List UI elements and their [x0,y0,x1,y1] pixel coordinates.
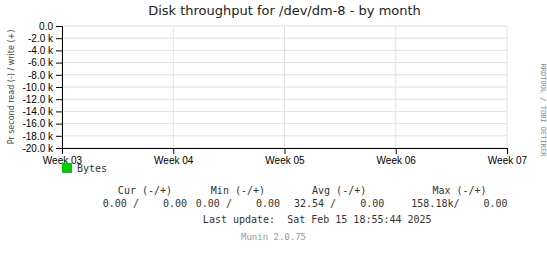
x-tick: Week 06 [377,148,417,166]
chart: Disk throughput for /dev/dm-8 - by month… [0,0,547,275]
y-tick-label: 0.0 [39,21,53,32]
grid-line-x [395,26,396,148]
grid [62,26,507,148]
y-tick-label: -20.0 k [22,143,54,154]
y-tick-mark [56,50,62,51]
y-tick: -14.0 k [22,106,62,117]
version-label: Munin 2.0.75 [241,232,306,242]
x-tick: Week 07 [488,148,528,166]
y-tick-label: -4.0 k [28,45,54,56]
footer-value: 32.54 / 0.00 [294,198,384,209]
y-axis-title: Pr second read (-) / write (+) [7,30,16,145]
y-tick-label: -12.0 k [22,94,54,105]
x-tick: Week 05 [265,148,305,166]
y-tick: -10.0 k [22,82,62,93]
y-tick-mark [56,99,62,100]
y-tick-label: -2.0 k [28,33,54,44]
y-tick: -2.0 k [28,33,62,44]
y-axis-line [56,27,63,149]
x-tick-mark [173,148,174,154]
footer-value: 0.00 / 0.00 [103,198,187,209]
last-update: Last update: Sat Feb 15 18:55:44 2025 [203,214,432,225]
footer-value: 158.18k/ 0.00 [411,198,507,209]
x-axis-line [63,149,508,155]
y-tick-mark [56,124,62,125]
y-tick-mark [56,63,62,64]
y-tick: -6.0 k [28,57,62,68]
y-tick-mark [56,26,62,27]
footer-header: Max (-/+) [432,185,486,196]
y-tick-label: -10.0 k [22,82,54,93]
footer-header: Avg (-/+) [312,185,366,196]
y-tick-mark [56,111,62,112]
title: Disk throughput for /dev/dm-8 - by month [148,3,421,18]
y-tick-mark [56,38,62,39]
y-tick: -4.0 k [28,45,62,56]
y-tick-mark [56,87,62,88]
footer: Cur (-/+) Min (-/+) Avg (-/+) Max (-/+) 0.00… [103,185,508,209]
grid-line-x [507,26,508,148]
x-tick-mark [285,148,286,154]
grid-line-x [284,26,285,148]
y-tick: -18.0 k [22,131,62,142]
y-tick-label: -16.0 k [22,118,54,129]
x-tick-mark [396,148,397,154]
y-tick-label: -18.0 k [22,131,54,142]
legend-label: Bytes [77,163,107,174]
x-tick-label: Week 04 [154,155,194,166]
legend-item: Bytes [62,163,107,174]
y-tick-label: -8.0 k [28,70,54,81]
y-tick-mark [56,148,62,149]
x-tick: Week 04 [154,148,194,166]
y-tick-label: -6.0 k [28,57,54,68]
y-axis: 0.0-2.0 k-4.0 k-6.0 k -8.0 k-10.0 k-12.0 … [22,21,62,154]
x-tick-label: Week 06 [377,155,417,166]
x-tick-label: Week 07 [488,155,528,166]
x-axis: Week 03Week 04Week 05Week 06Week 07 [43,148,528,166]
footer-header: Min (-/+) [211,185,265,196]
grid-line-x [173,26,174,148]
y-tick: -20.0 k [22,143,62,154]
x-tick-mark [62,148,63,154]
x-tick-mark [507,148,508,154]
y-tick: -12.0 k [22,94,62,105]
footer-value: 0.00 / 0.00 [196,198,280,209]
x-tick-label: Week 05 [265,155,305,166]
y-tick: -16.0 k [22,118,62,129]
side-label: RRDTOOL / TOBI OETIKER [539,64,547,158]
plot: 0.0-2.0 k-4.0 k-6.0 k -8.0 k-10.0 k-12.0 … [22,21,527,166]
y-tick-mark [56,75,62,76]
y-tick: 0.0 [39,21,62,32]
y-tick-mark [56,136,62,137]
footer-header: Cur (-/+) [118,185,172,196]
legend: Bytes [62,163,107,174]
y-tick: -8.0 k [28,70,62,81]
y-tick-label: -14.0 k [22,106,54,117]
legend-swatch [62,163,72,173]
